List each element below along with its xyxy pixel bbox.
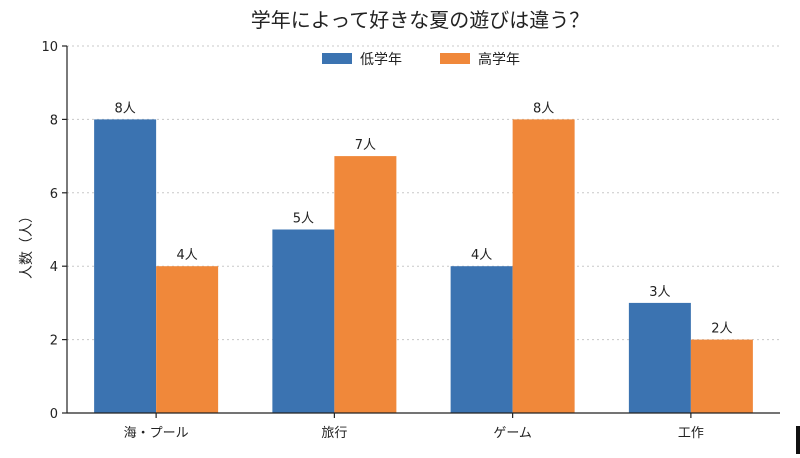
bar: [690, 339, 753, 413]
grid-layer: [67, 45, 780, 341]
y-tick-label: 10: [41, 40, 58, 55]
data-label: 4人: [176, 248, 197, 263]
bar: [334, 156, 397, 413]
x-tick-label: 工作: [678, 426, 704, 441]
bar: [94, 119, 157, 414]
bar: [156, 266, 219, 413]
data-label: 4人: [471, 248, 492, 263]
bars-layer: [94, 119, 753, 414]
data-label: 2人: [711, 322, 732, 337]
bar: [450, 266, 513, 413]
legend-swatch: [440, 53, 470, 64]
legend-swatch: [322, 53, 352, 64]
y-tick-label: 6: [50, 187, 58, 202]
data-label: 5人: [293, 212, 314, 227]
x-tick-label: 海・プール: [124, 426, 189, 441]
legend: 低学年 高学年: [322, 51, 520, 68]
bar: [628, 302, 691, 413]
window-edge-mark: [796, 426, 800, 454]
chart-title: 学年によって好きな夏の遊びは違う？: [251, 8, 589, 32]
x-tick-label: ゲーム: [493, 426, 532, 441]
y-tick-label: 2: [50, 334, 58, 349]
bar: [512, 119, 575, 414]
legend-label: 高学年: [478, 51, 520, 68]
data-label: 8人: [533, 101, 554, 116]
y-tick-label: 8: [50, 113, 58, 128]
bar: [272, 229, 335, 413]
data-label: 7人: [355, 138, 376, 153]
data-labels-layer: 8人 5人 4人 3人 4人 7人 8人 2人: [114, 101, 732, 336]
x-tick-label: 旅行: [321, 426, 347, 441]
axes-layer: 0 2 4 6 8 10 海・プール 旅行 ゲーム 工作: [41, 40, 780, 441]
y-tick-label: 0: [50, 407, 58, 422]
legend-label: 低学年: [360, 52, 402, 68]
data-label: 8人: [114, 101, 135, 116]
y-tick-label: 4: [50, 260, 58, 275]
data-label: 3人: [649, 285, 670, 300]
y-axis-label: 人数（人）: [19, 209, 35, 279]
